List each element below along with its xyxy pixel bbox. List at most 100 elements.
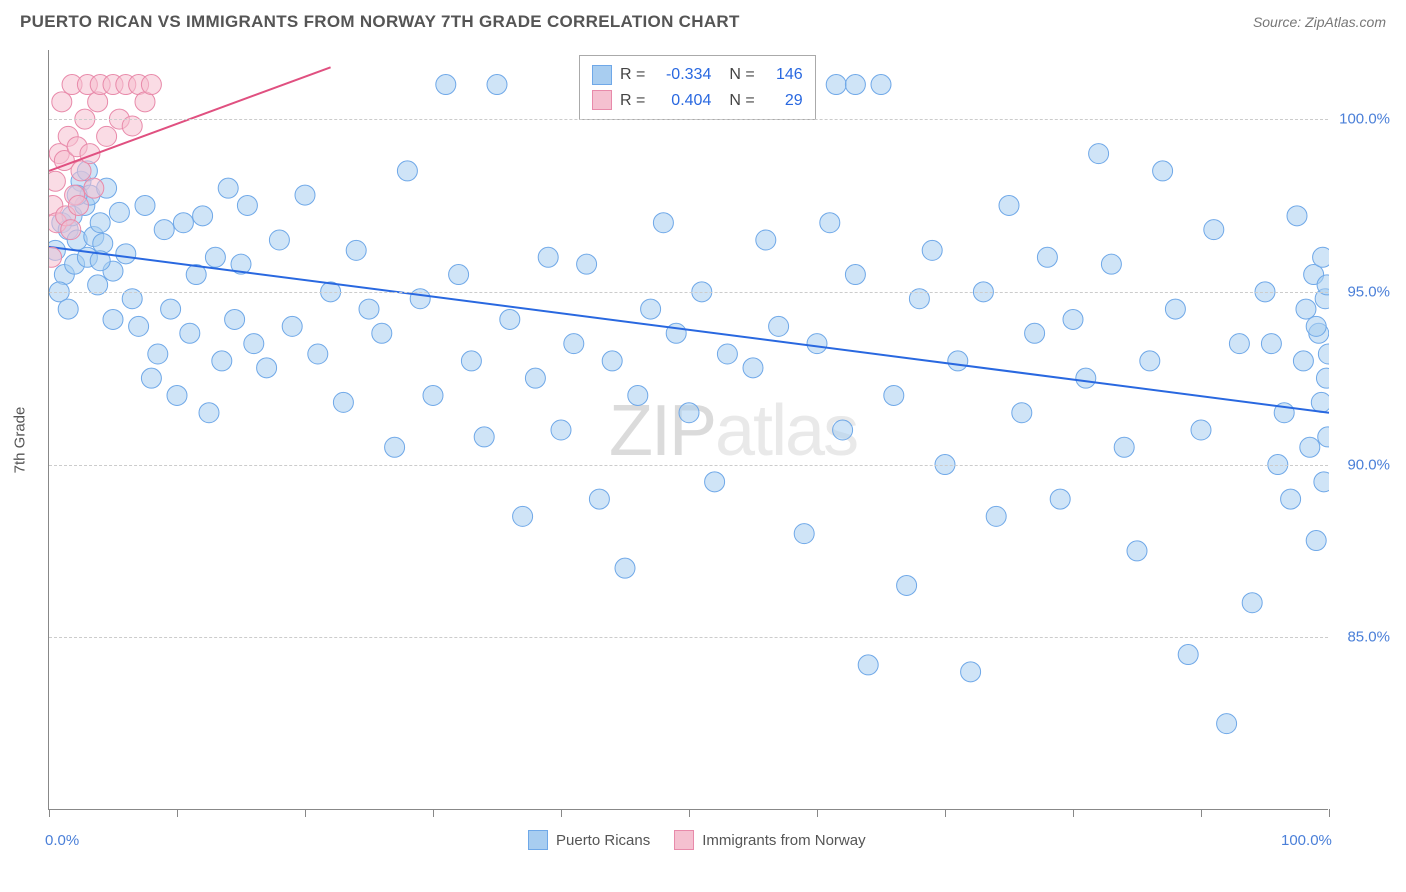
scatter-point <box>1293 351 1313 371</box>
scatter-point <box>845 265 865 285</box>
x-tick-label: 100.0% <box>1281 832 1332 849</box>
legend-n-label: N = <box>729 62 754 88</box>
x-tick <box>689 809 690 817</box>
scatter-point <box>135 195 155 215</box>
legend-n-label: N = <box>729 88 754 114</box>
scatter-point <box>68 195 88 215</box>
scatter-point <box>858 655 878 675</box>
scatter-point <box>1296 299 1316 319</box>
y-tick-label: 95.0% <box>1347 283 1390 300</box>
scatter-point <box>346 240 366 260</box>
legend-row: R =-0.334N =146 <box>592 62 803 88</box>
scatter-point <box>1217 714 1237 734</box>
scatter-point <box>244 334 264 354</box>
scatter-point <box>679 403 699 423</box>
x-tick <box>1201 809 1202 817</box>
scatter-point <box>1229 334 1249 354</box>
scatter-point <box>1281 489 1301 509</box>
x-tick <box>1073 809 1074 817</box>
scatter-point <box>1306 316 1326 336</box>
scatter-point <box>999 195 1019 215</box>
legend-row: R =0.404N =29 <box>592 88 803 114</box>
scatter-point <box>628 385 648 405</box>
scatter-point <box>897 575 917 595</box>
scatter-point <box>1025 323 1045 343</box>
x-tick <box>49 809 50 817</box>
scatter-point <box>205 247 225 267</box>
scatter-point <box>1153 161 1173 181</box>
correlation-legend: R =-0.334N =146R =0.404N =29 <box>579 55 816 120</box>
series-legend: Puerto RicansImmigrants from Norway <box>528 830 866 850</box>
scatter-point <box>1191 420 1211 440</box>
scatter-point <box>1204 220 1224 240</box>
scatter-point <box>295 185 315 205</box>
scatter-point <box>173 213 193 233</box>
scatter-point <box>58 299 78 319</box>
series-legend-item: Puerto Ricans <box>528 830 650 850</box>
trend-line <box>49 247 1329 413</box>
scatter-point <box>1050 489 1070 509</box>
scatter-point <box>1127 541 1147 561</box>
y-axis-label: 7th Grade <box>12 407 29 474</box>
scatter-point <box>1314 472 1329 492</box>
scatter-point <box>884 385 904 405</box>
scatter-point <box>1114 437 1134 457</box>
x-tick <box>305 809 306 817</box>
legend-n-value: 29 <box>763 88 803 114</box>
scatter-point <box>282 316 302 336</box>
scatter-point <box>845 75 865 95</box>
scatter-point <box>218 178 238 198</box>
scatter-point <box>359 299 379 319</box>
legend-swatch <box>674 830 694 850</box>
scatter-point <box>129 316 149 336</box>
chart-header: PUERTO RICAN VS IMMIGRANTS FROM NORWAY 7… <box>0 0 1406 40</box>
scatter-point <box>141 75 161 95</box>
gridline-h <box>49 465 1328 466</box>
scatter-point <box>1306 531 1326 551</box>
scatter-point <box>212 351 232 371</box>
scatter-point <box>84 178 104 198</box>
scatter-point <box>1313 247 1329 267</box>
scatter-point <box>461 351 481 371</box>
chart-title: PUERTO RICAN VS IMMIGRANTS FROM NORWAY 7… <box>20 12 740 32</box>
scatter-point <box>705 472 725 492</box>
scatter-point <box>1165 299 1185 319</box>
scatter-point <box>589 489 609 509</box>
scatter-point <box>551 420 571 440</box>
scatter-point <box>225 309 245 329</box>
x-tick <box>945 809 946 817</box>
x-tick <box>433 809 434 817</box>
scatter-point <box>97 126 117 146</box>
scatter-point <box>1063 309 1083 329</box>
legend-n-value: 146 <box>763 62 803 88</box>
gridline-h <box>49 119 1328 120</box>
scatter-point <box>1242 593 1262 613</box>
scatter-point <box>161 299 181 319</box>
scatter-point <box>1318 344 1329 364</box>
scatter-point <box>820 213 840 233</box>
scatter-point <box>474 427 494 447</box>
scatter-point <box>871 75 891 95</box>
legend-swatch <box>592 65 612 85</box>
scatter-point <box>1012 403 1032 423</box>
scatter-point <box>449 265 469 285</box>
scatter-point <box>308 344 328 364</box>
legend-swatch <box>528 830 548 850</box>
scatter-svg <box>49 50 1329 810</box>
legend-r-value: 0.404 <box>653 88 711 114</box>
scatter-point <box>602 351 622 371</box>
scatter-point <box>717 344 737 364</box>
scatter-point <box>1101 254 1121 274</box>
scatter-point <box>372 323 392 343</box>
scatter-point <box>49 171 65 191</box>
scatter-point <box>922 240 942 260</box>
legend-swatch <box>592 90 612 110</box>
scatter-point <box>513 506 533 526</box>
scatter-point <box>948 351 968 371</box>
scatter-point <box>564 334 584 354</box>
scatter-point <box>1076 368 1096 388</box>
scatter-point <box>154 220 174 240</box>
scatter-point <box>807 334 827 354</box>
scatter-point <box>1261 334 1281 354</box>
scatter-point <box>986 506 1006 526</box>
